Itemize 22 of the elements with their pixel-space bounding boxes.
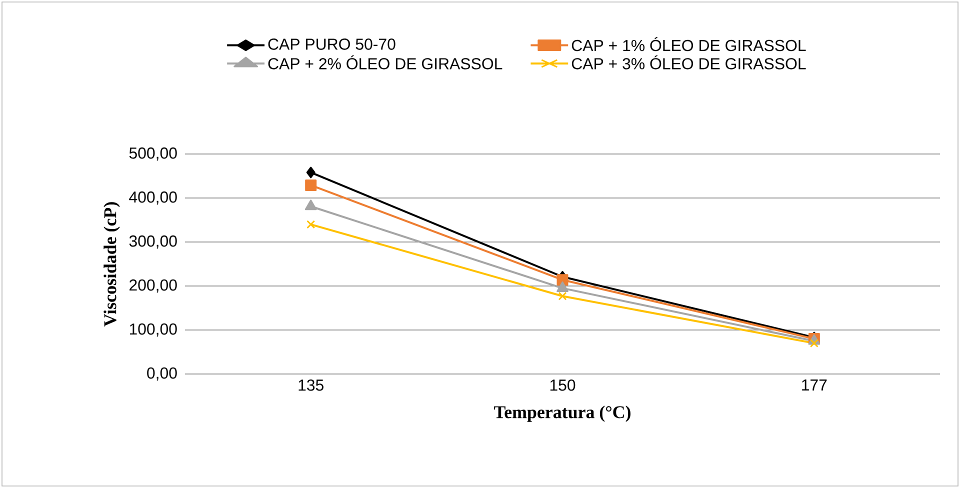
x-tick-label: 177 [802,380,827,390]
y-axis-title: Viscosidade (cP) [104,202,120,326]
x-tick-label: 150 [550,380,576,391]
y-tick-label: 500,00 [129,147,177,161]
point [558,292,567,300]
point [305,179,317,191]
x-axis-title: Temperatura (°C) [494,406,630,422]
legend-label: CAP + 2% ÓLEO DE GIRASSOL [268,55,502,70]
legend-label: CAP + 1% ÓLEO DE GIRASSOL [572,37,806,52]
point [810,338,818,348]
point [306,220,316,229]
y-tick-label: 300,00 [129,235,177,249]
point [306,166,316,178]
y-tick-label: 200,00 [130,279,177,293]
legend-label: CAP PURO 50-70 [268,38,396,50]
point [556,281,568,292]
x-tick-label: 135 [298,380,324,391]
y-tick-label: 0,00 [147,367,177,381]
y-tick-label: 100,00 [130,323,177,337]
point [304,200,317,210]
legend-label: CAP + 3% ÓLEO DE GIRASSOL [572,55,806,70]
y-tick-label: 400,00 [129,191,177,205]
